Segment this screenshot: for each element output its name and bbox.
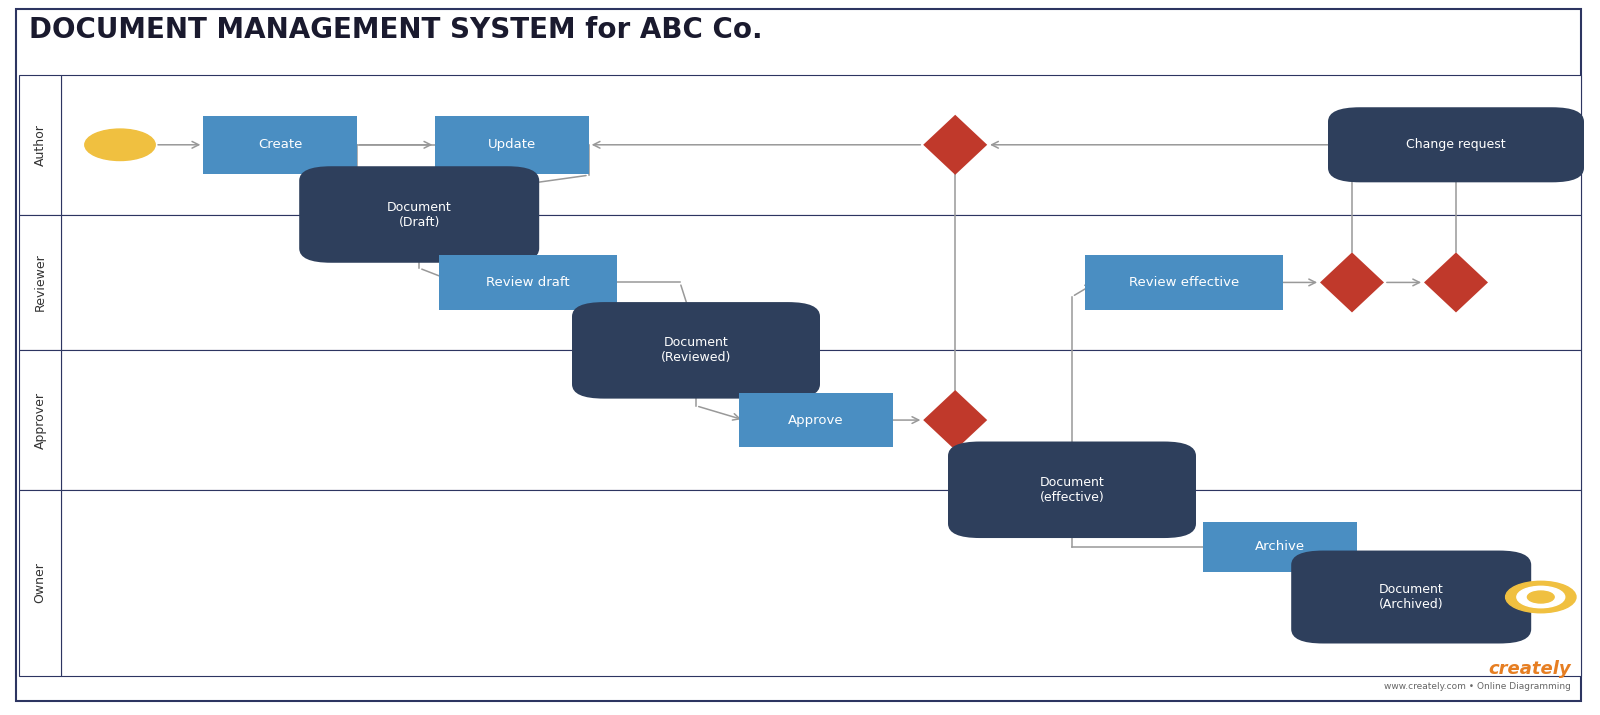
FancyBboxPatch shape xyxy=(61,350,1581,490)
Text: Author: Author xyxy=(34,124,46,166)
FancyBboxPatch shape xyxy=(435,116,589,174)
FancyBboxPatch shape xyxy=(203,116,357,174)
FancyBboxPatch shape xyxy=(947,441,1197,538)
Text: Update: Update xyxy=(488,138,536,152)
Text: Review draft: Review draft xyxy=(486,276,570,289)
Text: Create: Create xyxy=(258,138,302,152)
Text: Approver: Approver xyxy=(34,392,46,448)
FancyBboxPatch shape xyxy=(19,214,61,350)
Polygon shape xyxy=(1424,252,1488,312)
FancyBboxPatch shape xyxy=(19,490,61,676)
FancyBboxPatch shape xyxy=(1203,522,1357,572)
Circle shape xyxy=(1528,591,1554,603)
FancyBboxPatch shape xyxy=(1085,255,1283,310)
Polygon shape xyxy=(923,390,987,450)
Text: Archive: Archive xyxy=(1254,541,1306,553)
FancyBboxPatch shape xyxy=(1291,551,1531,644)
Polygon shape xyxy=(1320,252,1384,312)
Text: creately: creately xyxy=(1488,660,1571,678)
FancyBboxPatch shape xyxy=(19,350,61,490)
FancyBboxPatch shape xyxy=(61,490,1581,676)
FancyBboxPatch shape xyxy=(1328,107,1584,182)
FancyBboxPatch shape xyxy=(438,255,618,310)
FancyBboxPatch shape xyxy=(61,214,1581,350)
Text: Document
(Reviewed): Document (Reviewed) xyxy=(661,336,731,365)
Circle shape xyxy=(1506,581,1576,613)
FancyBboxPatch shape xyxy=(19,75,61,214)
Text: Review effective: Review effective xyxy=(1130,276,1238,289)
FancyBboxPatch shape xyxy=(739,393,893,448)
Text: Document
(effective): Document (effective) xyxy=(1040,475,1104,504)
FancyBboxPatch shape xyxy=(16,9,1581,701)
Text: DOCUMENT MANAGEMENT SYSTEM for ABC Co.: DOCUMENT MANAGEMENT SYSTEM for ABC Co. xyxy=(29,16,763,44)
Text: Owner: Owner xyxy=(34,562,46,603)
Text: Change request: Change request xyxy=(1406,138,1506,152)
Text: Document
(Draft): Document (Draft) xyxy=(387,200,451,229)
FancyBboxPatch shape xyxy=(61,75,1581,214)
Text: Approve: Approve xyxy=(789,413,843,427)
FancyBboxPatch shape xyxy=(299,167,539,263)
Circle shape xyxy=(85,129,155,161)
FancyBboxPatch shape xyxy=(573,302,819,399)
Text: Document
(Archived): Document (Archived) xyxy=(1379,583,1443,611)
Text: www.creately.com • Online Diagramming: www.creately.com • Online Diagramming xyxy=(1384,681,1571,691)
Polygon shape xyxy=(923,114,987,174)
Circle shape xyxy=(1517,586,1565,608)
Text: Reviewer: Reviewer xyxy=(34,254,46,311)
